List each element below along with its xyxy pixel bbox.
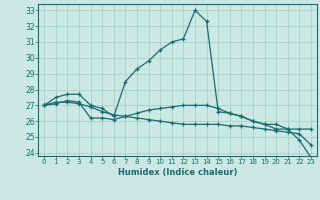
X-axis label: Humidex (Indice chaleur): Humidex (Indice chaleur) bbox=[118, 168, 237, 177]
